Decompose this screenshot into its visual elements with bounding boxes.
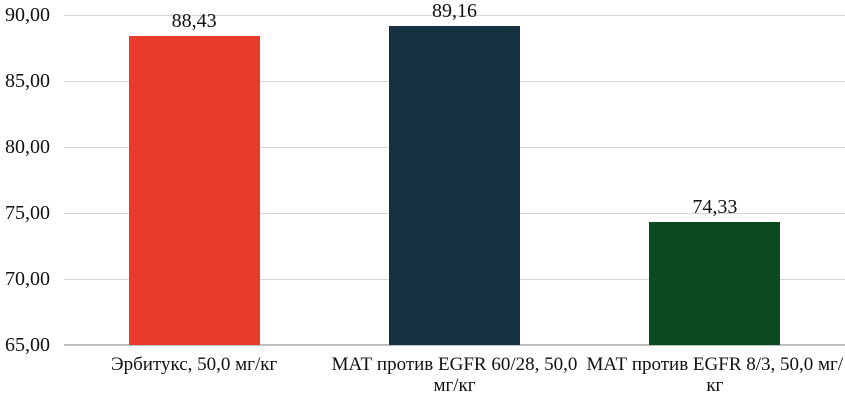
bar	[128, 35, 260, 345]
y-tick-label: 70,00	[5, 268, 50, 290]
gridline	[64, 15, 845, 16]
y-tick-label: 65,00	[5, 334, 50, 356]
bar-value-label: 88,43	[171, 9, 217, 32]
category-label: МАТ против EGFR 8/3, 50,0 мг/кг	[586, 354, 844, 397]
y-tick-label: 85,00	[5, 70, 50, 92]
bar	[649, 221, 781, 345]
y-tick-label: 80,00	[5, 136, 50, 158]
bar	[389, 26, 520, 345]
bar-value-label: 89,16	[432, 0, 477, 23]
x-axis-line	[64, 344, 845, 346]
bar-value-label: 74,33	[692, 195, 738, 218]
y-tick-label: 75,00	[5, 202, 50, 224]
category-label: Эрбитукс, 50,0 мг/кг	[111, 354, 278, 375]
y-tick-label: 90,00	[5, 4, 50, 26]
category-label: МАТ против EGFR 60/28, 50,0 мг/кг	[331, 354, 578, 397]
